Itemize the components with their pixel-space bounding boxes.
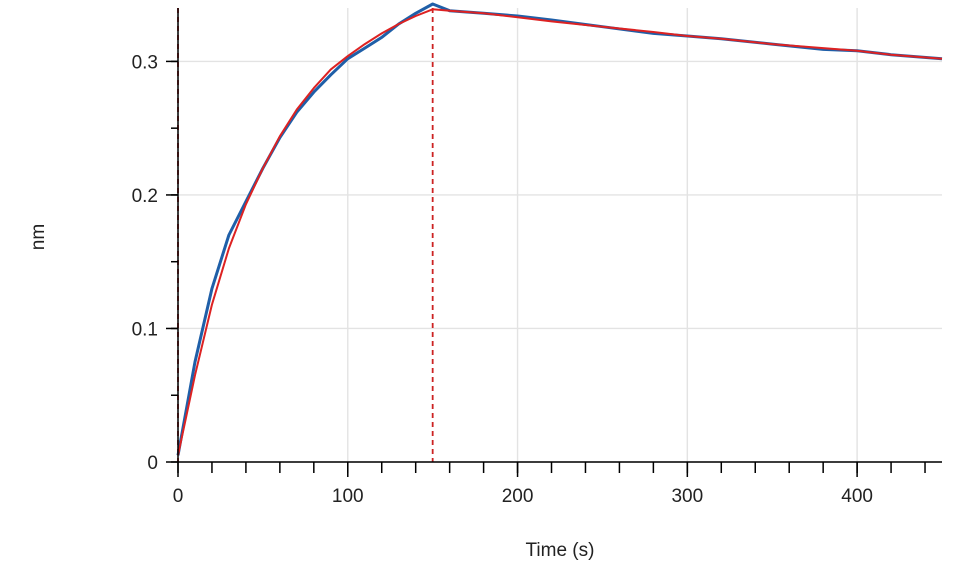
x-tick-label: 100 (332, 486, 364, 507)
series-lines (176, 2, 943, 456)
x-tick-label: 300 (671, 486, 703, 507)
y-tick-label: 0 (147, 453, 158, 474)
axes (166, 8, 942, 477)
x-tick-label: 0 (173, 486, 184, 507)
y-tick-label: 0.2 (132, 186, 158, 207)
x-tick-label: 200 (502, 486, 534, 507)
y-tick-label: 0.3 (132, 52, 158, 73)
y-tick-label: 0.1 (132, 319, 158, 340)
x-axis-title: Time (s) (526, 540, 595, 561)
measured-series-line (176, 2, 943, 456)
x-tick-label: 400 (841, 486, 873, 507)
grid-lines (177, 8, 942, 463)
fit-series-line (177, 8, 943, 456)
y-axis-title: nm (28, 224, 49, 250)
marker-lines (177, 8, 434, 462)
tick-labels: 0 100 200 300 400 0 0.1 0.2 0.3 (132, 52, 873, 507)
